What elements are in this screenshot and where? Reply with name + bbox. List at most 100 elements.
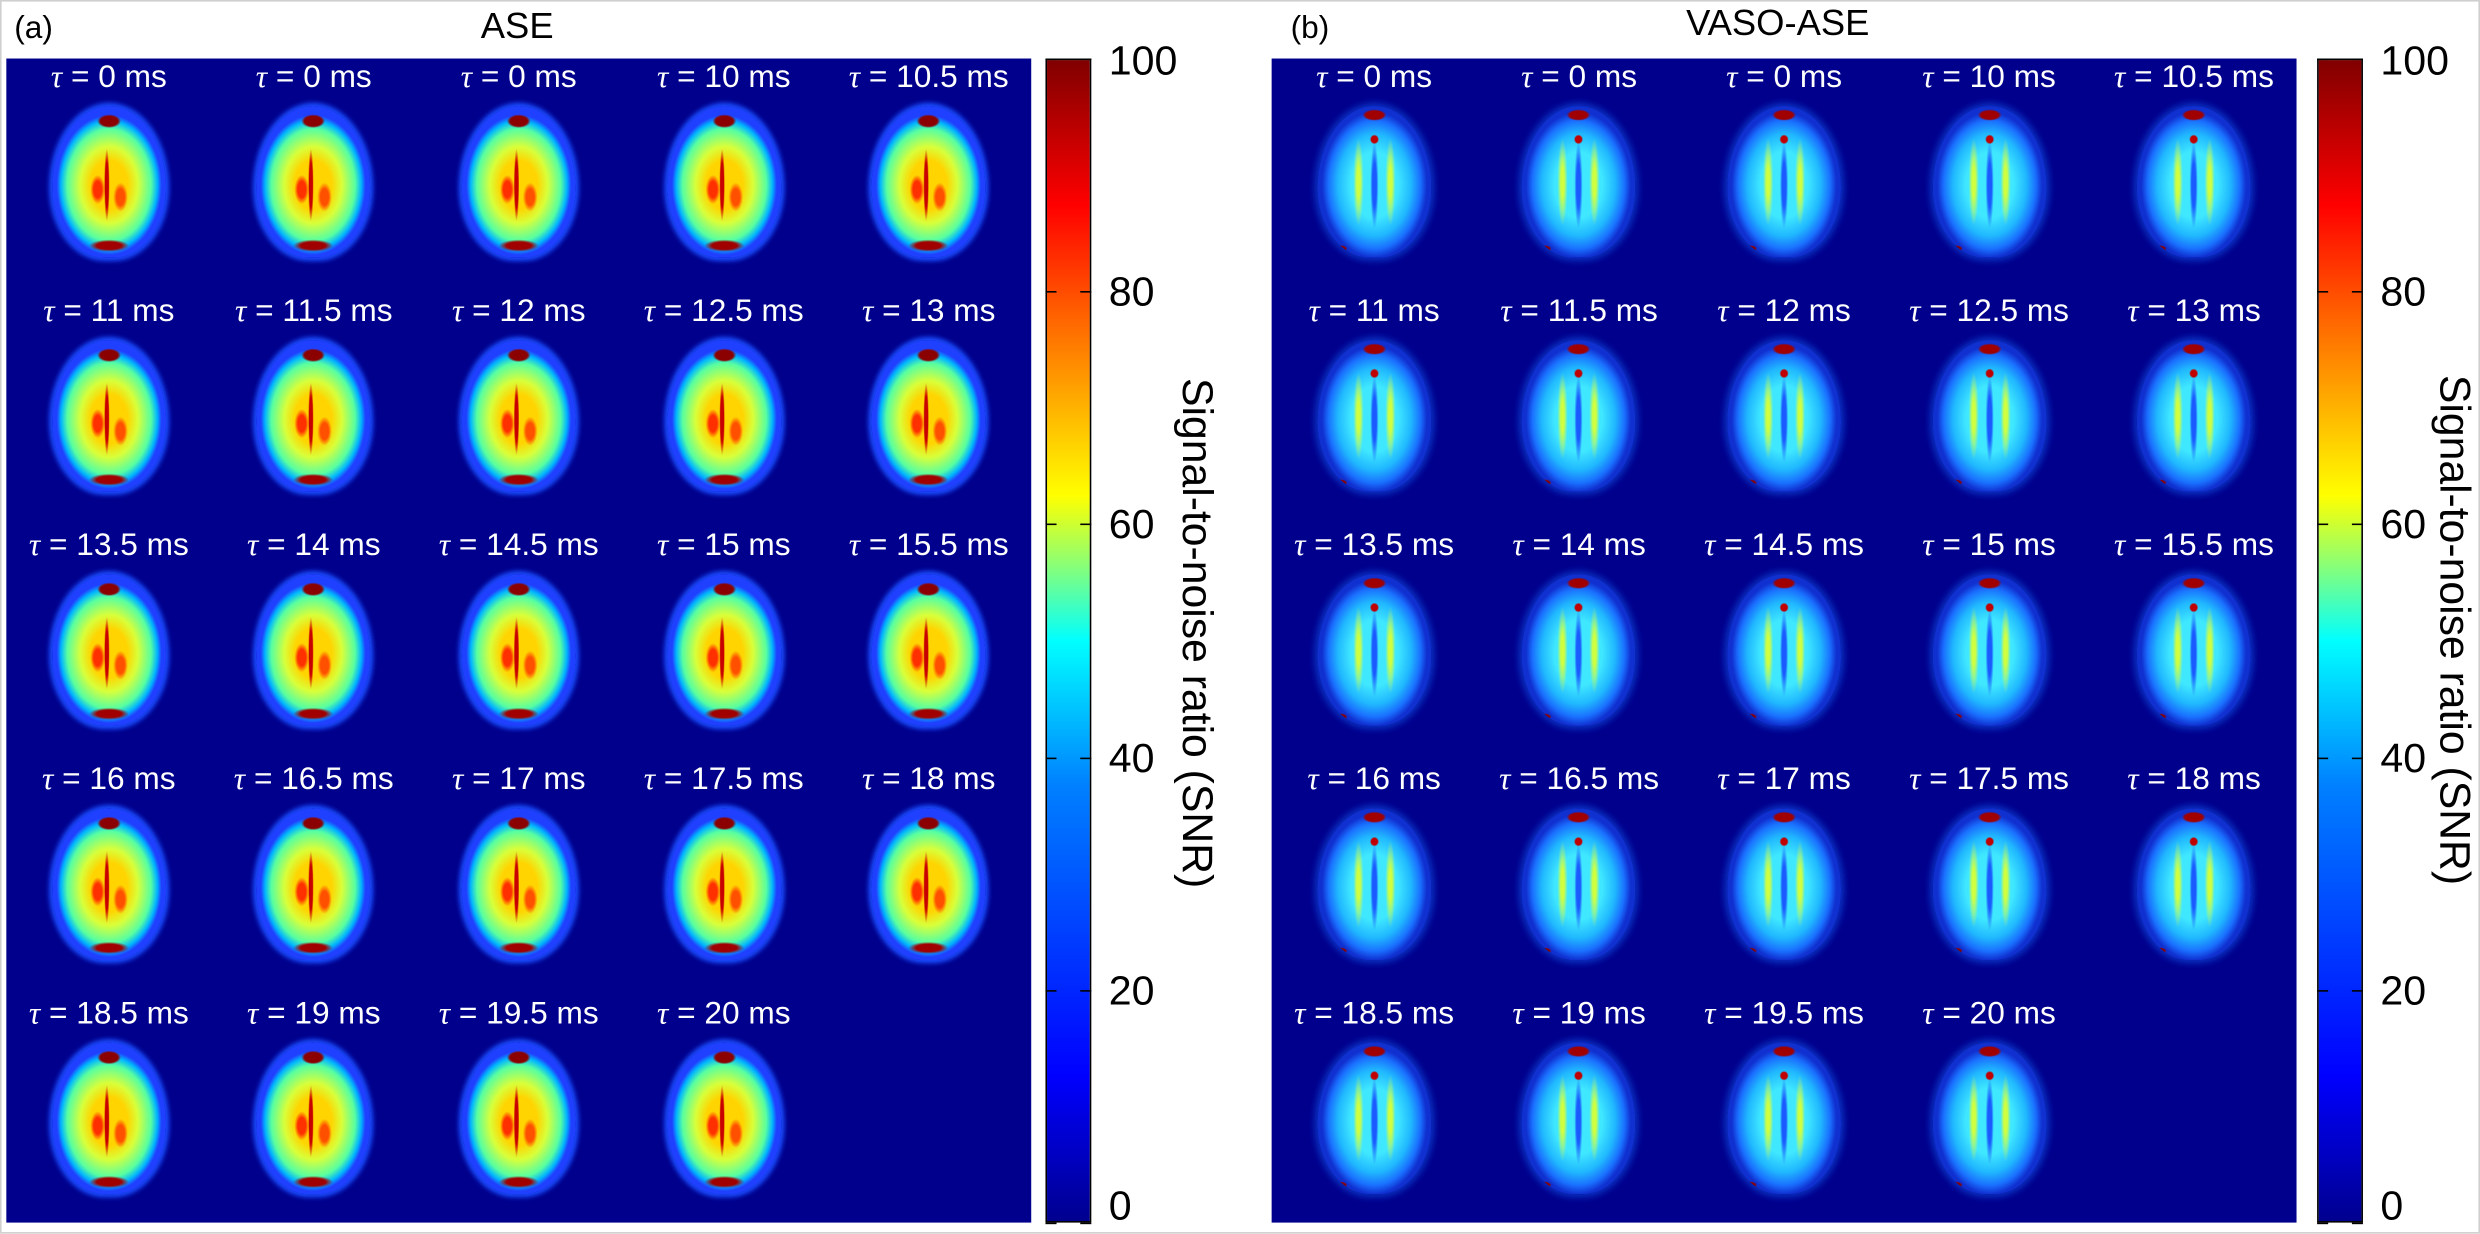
slice-tile: τ = 19 ms: [211, 995, 416, 1229]
slice-tile: τ = 16 ms: [1272, 761, 1477, 995]
slice-tile: τ = 0 ms: [1682, 59, 1887, 293]
slice-tile: τ = 10.5 ms: [2092, 59, 2297, 293]
slice-label: τ = 18 ms: [2127, 762, 2261, 798]
colorbar-tick: [2351, 291, 2363, 293]
brain-snr-map: [461, 340, 576, 492]
slice-tile: τ = 15 ms: [1887, 527, 2092, 761]
slice-label: τ = 17 ms: [451, 762, 586, 798]
slice-tile: τ = 18 ms: [826, 761, 1031, 995]
slice-label: τ = 15.5 ms: [2114, 528, 2274, 564]
panel-a-label: (a): [14, 11, 53, 46]
slice-label: τ = 10 ms: [656, 60, 791, 95]
slice-label: τ = 15 ms: [1922, 528, 2056, 564]
slice-tile: τ = 14.5 ms: [1682, 527, 1887, 761]
slice-tile: τ = 12.5 ms: [1887, 293, 2092, 527]
brain-snr-map: [1727, 808, 1841, 961]
slice-label: τ = 11 ms: [43, 294, 175, 329]
slice-label: τ = 12.5 ms: [1909, 294, 2069, 329]
brain-snr-map: [1522, 1042, 1637, 1195]
slice-tile: τ = 0 ms: [416, 59, 621, 293]
slice-tile: τ = 15.5 ms: [2092, 527, 2297, 761]
slice-tile: τ = 16 ms: [6, 761, 211, 995]
colorbar-tick-label: 80: [1108, 267, 1155, 316]
colorbar-tick: [2351, 756, 2363, 759]
slice-label: τ = 16 ms: [1307, 762, 1441, 798]
colorbar-tick: [2317, 989, 2329, 992]
brain-snr-map: [2137, 574, 2251, 726]
slice-label: τ = 13.5 ms: [1294, 528, 1455, 564]
slice-label: τ = 0 ms: [50, 60, 167, 95]
colorbar-tick: [2351, 524, 2363, 526]
slice-tile: τ = 11 ms: [6, 293, 211, 527]
brain-snr-map: [2137, 340, 2251, 492]
slice-label: τ = 16 ms: [42, 762, 176, 798]
brain-snr-map: [666, 340, 781, 492]
slice-label: τ = 12 ms: [1717, 294, 1851, 329]
brain-snr-map: [1522, 574, 1637, 726]
slice-tile: τ = 17.5 ms: [1887, 761, 2092, 995]
colorbar-tick: [1080, 1222, 1092, 1225]
brain-snr-map: [1317, 340, 1432, 492]
slice-tile: τ = 11.5 ms: [1477, 293, 1682, 527]
colorbar-tick-label: 40: [2380, 733, 2427, 781]
brain-snr-map: [461, 105, 576, 258]
brain-snr-map: [461, 808, 576, 961]
brain-snr-map: [51, 105, 166, 258]
slice-label: τ = 18 ms: [861, 762, 996, 798]
slice-label: τ = 17 ms: [1717, 762, 1851, 798]
slice-label: τ = 15 ms: [656, 528, 791, 564]
slice-label: τ = 0 ms: [1316, 60, 1433, 95]
brain-snr-map: [256, 574, 371, 726]
slice-tile: τ = 19 ms: [1477, 995, 1682, 1229]
brain-snr-map: [2137, 105, 2251, 258]
brain-snr-map: [1727, 105, 1841, 258]
brain-snr-map: [256, 1042, 371, 1195]
panel-a-colorbar: [1045, 58, 1092, 1223]
slice-label: τ = 19 ms: [1512, 996, 1646, 1032]
slice-label: τ = 0 ms: [1726, 60, 1843, 95]
slice-tile: τ = 13 ms: [2092, 293, 2297, 527]
brain-snr-map: [1522, 340, 1637, 492]
slice-tile: τ = 17 ms: [1682, 761, 1887, 995]
slice-label: τ = 13 ms: [861, 294, 996, 329]
colorbar-tick-label: 20: [1108, 966, 1155, 1014]
slice-tile: τ = 20 ms: [621, 995, 826, 1229]
slice-tile: τ = 13 ms: [826, 293, 1031, 527]
slice-tile: τ = 10 ms: [621, 59, 826, 293]
panel-b-colorbar-label: Signal-to-noise ratio (SNR): [2430, 374, 2479, 886]
colorbar-tick: [1045, 989, 1057, 992]
colorbar-tick-label: 40: [1108, 733, 1155, 781]
slice-label: τ = 20 ms: [1922, 996, 2056, 1032]
brain-snr-map: [256, 808, 371, 961]
colorbar-tick: [1080, 291, 1092, 293]
colorbar-tick-label: 60: [2380, 500, 2427, 548]
colorbar-tick: [2351, 989, 2363, 992]
slice-tile: τ = 18.5 ms: [1272, 995, 1477, 1229]
slice-tile: τ = 12 ms: [1682, 293, 1887, 527]
slice-tile: τ = 10 ms: [1887, 59, 2092, 293]
slice-tile: τ = 14.5 ms: [416, 527, 621, 761]
slice-tile: τ = 10.5 ms: [826, 59, 1031, 293]
slice-label: τ = 19.5 ms: [438, 996, 599, 1032]
brain-snr-map: [51, 808, 166, 961]
slice-tile: τ = 12 ms: [416, 293, 621, 527]
brain-snr-map: [51, 1042, 166, 1195]
slice-tile: τ = 0 ms: [1477, 59, 1682, 293]
brain-snr-map: [666, 574, 781, 726]
colorbar-tick: [2317, 58, 2329, 61]
slice-tile: τ = 13.5 ms: [1272, 527, 1477, 761]
slice-tile: τ = 12.5 ms: [621, 293, 826, 527]
brain-snr-map: [666, 105, 781, 258]
brain-snr-map: [256, 340, 371, 492]
slice-label: τ = 14.5 ms: [438, 528, 599, 564]
brain-snr-map: [871, 105, 986, 258]
slice-label: τ = 11.5 ms: [1500, 294, 1658, 329]
brain-snr-map: [1727, 340, 1841, 492]
slice-tile: τ = 18.5 ms: [6, 995, 211, 1229]
slice-label: τ = 10 ms: [1922, 60, 2056, 95]
slice-label: τ = 12.5 ms: [643, 294, 804, 329]
slice-tile: τ = 15 ms: [621, 527, 826, 761]
slice-label: τ = 0 ms: [1521, 60, 1638, 95]
brain-snr-map: [1522, 808, 1637, 961]
